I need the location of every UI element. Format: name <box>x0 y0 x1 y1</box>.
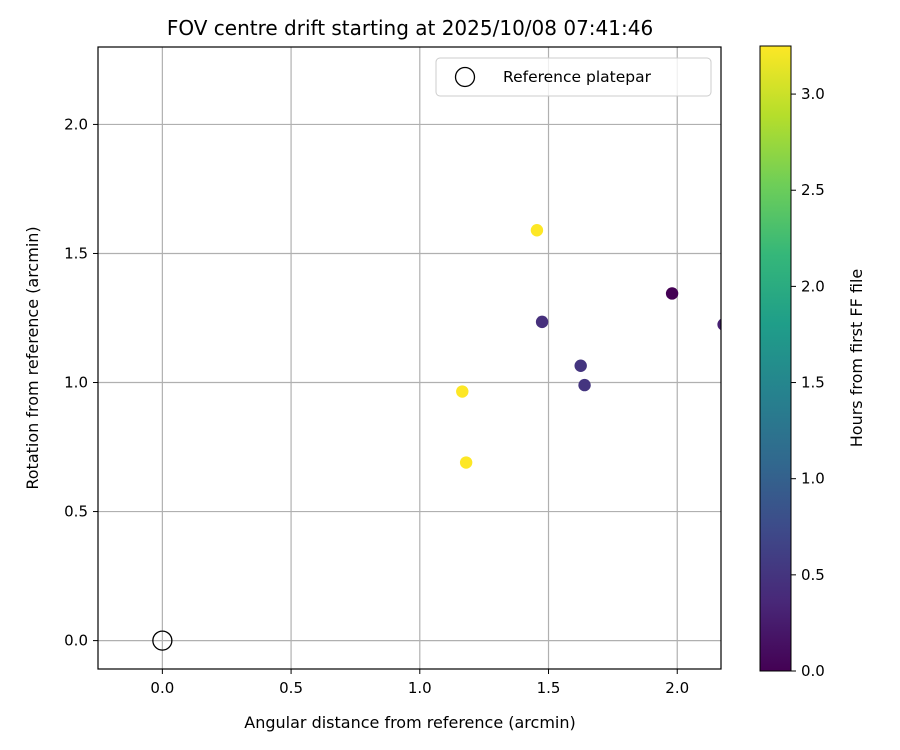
x-axis-label: Angular distance from reference (arcmin) <box>244 713 575 732</box>
data-point <box>717 318 721 331</box>
y-tick-label: 1.0 <box>64 374 88 392</box>
reference-marker-group <box>152 630 173 651</box>
chart-title: FOV centre drift starting at 2025/10/08 … <box>167 16 653 40</box>
x-axis-ticks: 0.0 0.5 1.0 1.5 2.0 <box>150 669 689 697</box>
y-tick-label: 0.5 <box>64 503 88 521</box>
colorbar-tick-label: 1.5 <box>801 374 825 392</box>
legend-label: Reference platepar <box>503 68 652 86</box>
y-tick-label: 0.0 <box>64 632 88 650</box>
legend-box <box>435 57 712 97</box>
plot-area <box>98 47 721 669</box>
y-tick-label: 1.5 <box>64 244 88 262</box>
x-tick-label: 1.5 <box>537 679 561 697</box>
colorbar-tick-label: 0.0 <box>801 662 825 680</box>
data-point <box>665 287 679 300</box>
colorbar-tick-label: 1.0 <box>801 470 825 488</box>
y-axis-ticks: 0.0 0.5 1.0 1.5 2.0 <box>64 115 98 650</box>
data-points <box>456 224 721 469</box>
x-tick-label: 1.0 <box>408 679 432 697</box>
data-point <box>535 315 549 329</box>
x-tick-label: 2.0 <box>665 679 689 697</box>
colorbar-tick-label: 2.0 <box>801 277 825 295</box>
colorbar-label: Hours from first FF file <box>847 269 866 448</box>
colorbar-tick-label: 3.0 <box>801 85 825 103</box>
data-point <box>456 385 469 398</box>
legend-reference-marker <box>454 66 476 88</box>
data-point <box>578 378 591 392</box>
grid <box>98 47 721 669</box>
colorbar: 0.0 0.5 1.0 1.5 2.0 2.5 3.0 Hours from first F… <box>759 45 866 680</box>
y-tick-label: 2.0 <box>64 115 88 133</box>
data-point <box>459 456 473 469</box>
colorbar-gradient <box>760 46 791 671</box>
colorbar-tick-label: 2.5 <box>801 181 825 199</box>
colorbar-frame <box>759 45 792 672</box>
x-tick-label: 0.5 <box>279 679 303 697</box>
colorbar-ticks: 0.0 0.5 1.0 1.5 2.0 2.5 3.0 <box>791 85 825 680</box>
x-tick-label: 0.0 <box>150 679 174 697</box>
data-point <box>574 359 587 372</box>
data-point <box>530 224 544 237</box>
reference-marker <box>152 630 173 651</box>
plot-frame <box>97 46 722 670</box>
legend: Reference platepar <box>435 57 712 97</box>
colorbar-tick-label: 0.5 <box>801 566 825 584</box>
y-axis-label: Rotation from reference (arcmin) <box>23 226 42 489</box>
